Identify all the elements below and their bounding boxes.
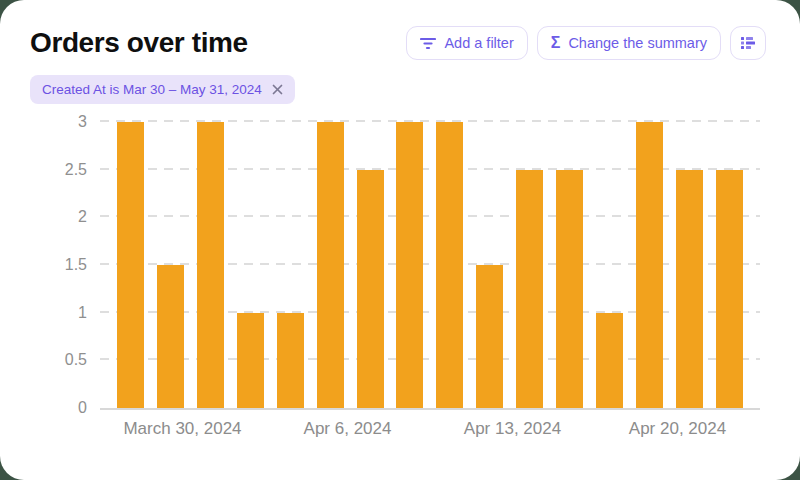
change-summary-button[interactable]: Σ Change the summary (537, 26, 721, 60)
x-tick-label: Apr 6, 2024 (265, 419, 430, 439)
y-tick-label: 2.5 (65, 161, 87, 179)
bar[interactable] (277, 313, 304, 408)
bar[interactable] (396, 122, 423, 408)
bar[interactable] (716, 170, 743, 408)
filter-chip-label: Created At is Mar 30 – May 31, 2024 (42, 82, 262, 97)
y-tick-label: 1.5 (65, 256, 87, 274)
bar[interactable] (317, 122, 344, 408)
toolbar: Add a filter Σ Change the summary (406, 26, 766, 60)
page-background: Orders over time Add a filter Σ Change t… (0, 0, 800, 480)
bar[interactable] (676, 170, 703, 408)
bar[interactable] (516, 170, 543, 408)
orders-chart: 00.511.522.53 March 30, 2024Apr 6, 2024A… (30, 122, 760, 439)
list-bars-icon (740, 36, 756, 50)
bar[interactable] (636, 122, 663, 408)
close-icon[interactable] (272, 84, 283, 95)
plot-area: 00.511.522.53 (100, 122, 760, 410)
bar[interactable] (436, 122, 463, 408)
bar[interactable] (117, 122, 144, 408)
change-summary-label: Change the summary (568, 35, 707, 51)
filter-chip[interactable]: Created At is Mar 30 – May 31, 2024 (30, 75, 295, 104)
bar[interactable] (197, 122, 224, 408)
display-options-button[interactable] (730, 26, 766, 60)
y-tick-label: 0.5 (65, 351, 87, 369)
bar[interactable] (157, 265, 184, 408)
bar[interactable] (357, 170, 384, 408)
add-filter-label: Add a filter (444, 35, 513, 51)
y-tick-label: 1 (78, 304, 87, 322)
bar[interactable] (237, 313, 264, 408)
x-tick-label: March 30, 2024 (100, 419, 265, 439)
x-axis-labels: March 30, 2024Apr 6, 2024Apr 13, 2024Apr… (100, 419, 760, 439)
bar[interactable] (556, 170, 583, 408)
y-tick-label: 2 (78, 208, 87, 226)
y-tick-label: 3 (78, 113, 87, 131)
x-tick-label: Apr 20, 2024 (595, 419, 760, 439)
header: Orders over time Add a filter Σ Change t… (30, 26, 770, 60)
y-tick-label: 0 (78, 399, 87, 417)
filter-icon (420, 36, 436, 50)
bar[interactable] (476, 265, 503, 408)
bars (100, 122, 760, 408)
sigma-icon: Σ (551, 35, 561, 51)
page-title: Orders over time (30, 26, 248, 59)
chart-card: Orders over time Add a filter Σ Change t… (0, 0, 800, 480)
bar[interactable] (596, 313, 623, 408)
x-tick-label: Apr 13, 2024 (430, 419, 595, 439)
add-filter-button[interactable]: Add a filter (406, 26, 527, 60)
